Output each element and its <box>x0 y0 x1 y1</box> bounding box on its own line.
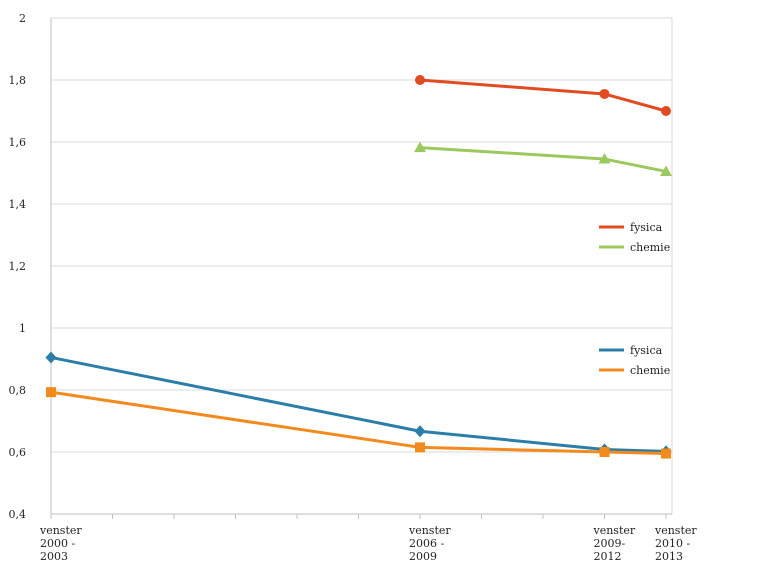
series-line-chemie <box>50 390 667 456</box>
x-tick-label: venster 2010 -2013 <box>654 524 697 563</box>
series-line-fysica <box>50 355 667 453</box>
legend-label: chemie <box>630 241 670 254</box>
y-tick-label: 0,8 <box>9 384 27 397</box>
y-tick-label: 1,6 <box>9 136 27 149</box>
data-point-fysica <box>414 425 426 438</box>
y-tick-label: 0,4 <box>9 508 27 521</box>
legend-label: fysica <box>630 344 663 357</box>
data-point-chemie <box>415 442 425 453</box>
y-tick-label: 1,2 <box>9 260 27 273</box>
x-tick-label-line: 2009- <box>594 537 626 550</box>
data-point-chemie <box>599 447 610 457</box>
x-tick-label-line: 2012 <box>594 550 622 563</box>
y-tick-label: 1,4 <box>9 198 27 211</box>
data-point-fysica <box>415 75 425 85</box>
series-line-chemie <box>419 146 667 173</box>
gridlines <box>50 17 673 515</box>
x-tick-label-line: 2006 - <box>409 537 444 550</box>
y-axis-ticks: 0,4 0,6 0,8 1 1,2 1,4 1,6 1,8 2 <box>9 12 27 521</box>
x-tick-label-line: venster <box>654 524 697 537</box>
data-point-chemie <box>598 153 611 164</box>
data-point-chemie <box>660 165 672 176</box>
x-tick-label-line: venster <box>39 524 82 537</box>
data-point-fysica <box>661 106 671 116</box>
x-tick-label: venster 2009-2012 <box>593 524 636 563</box>
data-point-chemie <box>661 448 671 459</box>
data-point-fysica <box>599 88 610 99</box>
y-tick-label: 2 <box>19 12 26 25</box>
x-tick-label: venster 2000 -2003 <box>39 524 82 563</box>
legend-label: fysica <box>630 221 663 234</box>
data-point-chemie <box>46 387 56 398</box>
y-tick-label: 1,8 <box>9 74 27 87</box>
data-point-fysica <box>45 351 57 364</box>
x-tick-label-line: venster <box>593 524 636 537</box>
x-tick-label-line: venster <box>408 524 451 537</box>
x-tick-label-line: 2009 <box>409 550 437 563</box>
x-tick-label-line: 2000 - <box>40 537 75 550</box>
x-tick-label-line: 2003 <box>40 550 68 563</box>
data-point-chemie <box>414 141 426 153</box>
series-group <box>45 75 672 459</box>
x-tick-label-line: 2013 <box>655 550 683 563</box>
legends: fysica chemie fysica chemie <box>599 221 670 377</box>
y-tick-label: 0,6 <box>9 446 27 459</box>
x-tick-label-line: 2010 - <box>655 537 690 550</box>
x-tick-label: venster 2006 -2009 <box>408 524 451 563</box>
series-line-fysica <box>419 78 667 113</box>
legend-label: chemie <box>630 364 670 377</box>
y-tick-label: 1 <box>19 322 26 335</box>
